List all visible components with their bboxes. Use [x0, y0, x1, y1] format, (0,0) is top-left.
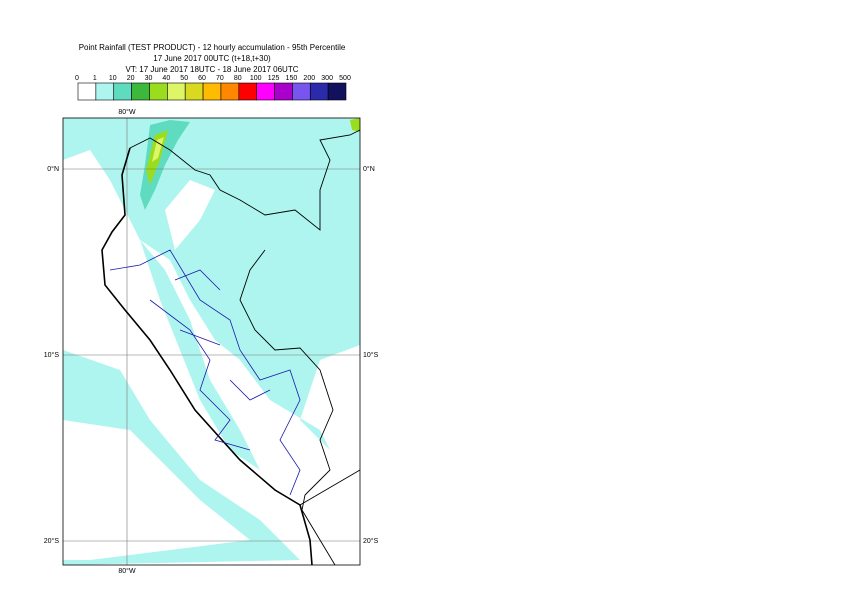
graticule: [63, 118, 360, 565]
colorbar-label: 20: [127, 75, 135, 82]
lat-label: 20°S: [363, 537, 379, 545]
colorbar-box: [292, 82, 311, 101]
colorbar-label: 60: [198, 75, 206, 82]
colorbar-box: [256, 82, 275, 101]
colorbar-box: [274, 82, 293, 101]
colorbar-box: [220, 82, 240, 101]
dry-area: [165, 180, 215, 250]
map: [63, 118, 360, 565]
colorbar: 0 1 10 20 30 40 50 60 70 80 100 125 150 200 300 500: [75, 75, 351, 101]
rain-area: [140, 120, 190, 210]
colorbar-label: 200: [303, 75, 315, 82]
lat-label: 10°S: [44, 351, 60, 359]
colorbar-box: [77, 82, 97, 101]
rain-area: [152, 137, 164, 162]
colorbar-box: [131, 82, 150, 101]
colorbar-label: 500: [339, 75, 351, 82]
title-line: VT: 17 June 2017 18UTC - 18 June 2017 06…: [126, 65, 299, 74]
colorbar-box: [167, 82, 186, 101]
dry-area: [63, 420, 250, 560]
rain-area: [350, 118, 360, 132]
colorbar-label: 50: [180, 75, 188, 82]
lat-label: 10°S: [363, 351, 379, 359]
colorbar-box: [113, 82, 132, 101]
colorbar-box: [149, 82, 168, 101]
colorbar-label: 125: [268, 75, 280, 82]
lon-label: 80°W: [118, 108, 136, 116]
region-borders: [109, 249, 301, 496]
rain-area: [63, 118, 360, 450]
colorbar-label: 70: [216, 75, 224, 82]
colorbar-box: [202, 82, 222, 101]
colorbar-box: [327, 82, 347, 101]
colorbar-label: 10: [109, 75, 117, 82]
colorbar-label: 300: [321, 75, 333, 82]
colorbar-label: 80: [234, 75, 242, 82]
border: [129, 129, 360, 565]
colorbar-box: [238, 82, 257, 101]
lat-label: 0°N: [363, 165, 375, 173]
lat-label: 20°S: [44, 537, 60, 545]
colorbar-label: 0: [75, 75, 79, 82]
colorbar-label: 40: [162, 75, 170, 82]
colorbar-box: [309, 82, 329, 101]
map-frame: [62, 117, 361, 566]
colorbar-label: 150: [286, 75, 298, 82]
title-line: 17 June 2017 00UTC (t+18,t+30): [153, 54, 271, 63]
colorbar-label: 1: [93, 75, 97, 82]
title: Point Rainfall (TEST PRODUCT) - 12 hourl…: [79, 43, 346, 74]
lon-label: 80°W: [118, 567, 136, 575]
colorbar-box: [95, 82, 115, 101]
colorbar-label: 100: [250, 75, 262, 82]
colorbar-label: 30: [145, 75, 153, 82]
title-line: Point Rainfall (TEST PRODUCT) - 12 hourl…: [79, 43, 346, 52]
lat-label: 0°N: [47, 165, 59, 173]
coastline: [101, 147, 313, 565]
colorbar-box: [184, 82, 204, 101]
